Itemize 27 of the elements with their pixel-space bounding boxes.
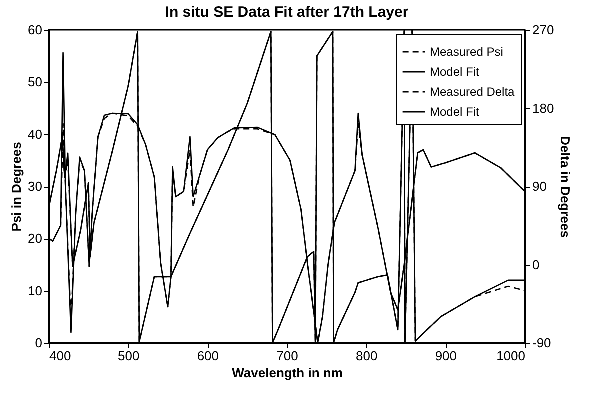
y-axis-title: Psi in Degrees — [9, 142, 24, 232]
legend-label: Measured Delta — [430, 85, 516, 99]
y2-tick-label: -90 — [532, 336, 552, 350]
y2-tick-label: 180 — [532, 100, 554, 116]
x-tick-label: 800 — [356, 348, 378, 364]
legend-label: Model Fit — [430, 105, 480, 119]
y-tick-label: 30 — [28, 179, 42, 194]
y-tick-label: 50 — [28, 74, 42, 90]
y-tick-label: 0 — [35, 336, 42, 350]
y-tick-label: 40 — [28, 126, 42, 142]
y-tick-label: 20 — [28, 231, 42, 246]
y-tick-label: 60 — [28, 22, 42, 38]
x-tick-label: 1000 — [496, 348, 526, 364]
y2-tick-label: 90 — [532, 179, 547, 194]
x-tick-label: 500 — [118, 348, 140, 364]
legend-label: Measured Psi — [430, 45, 504, 59]
x-tick-label: 900 — [435, 348, 458, 364]
legend-label: Model Fit — [430, 65, 480, 79]
y2-tick-label: 0 — [532, 257, 540, 272]
chart-title: In situ SE Data Fit after 17th Layer — [165, 4, 409, 21]
x-tick-label: 400 — [50, 348, 72, 364]
x-tick-label: 600 — [197, 348, 220, 364]
y-tick-label: 10 — [28, 283, 42, 298]
y2-axis-title: Delta in Degrees — [558, 136, 574, 238]
x-tick-label: 700 — [276, 348, 298, 364]
x-axis-title: Wavelength in nm — [232, 366, 343, 380]
y2-tick-label: 270 — [532, 22, 554, 38]
